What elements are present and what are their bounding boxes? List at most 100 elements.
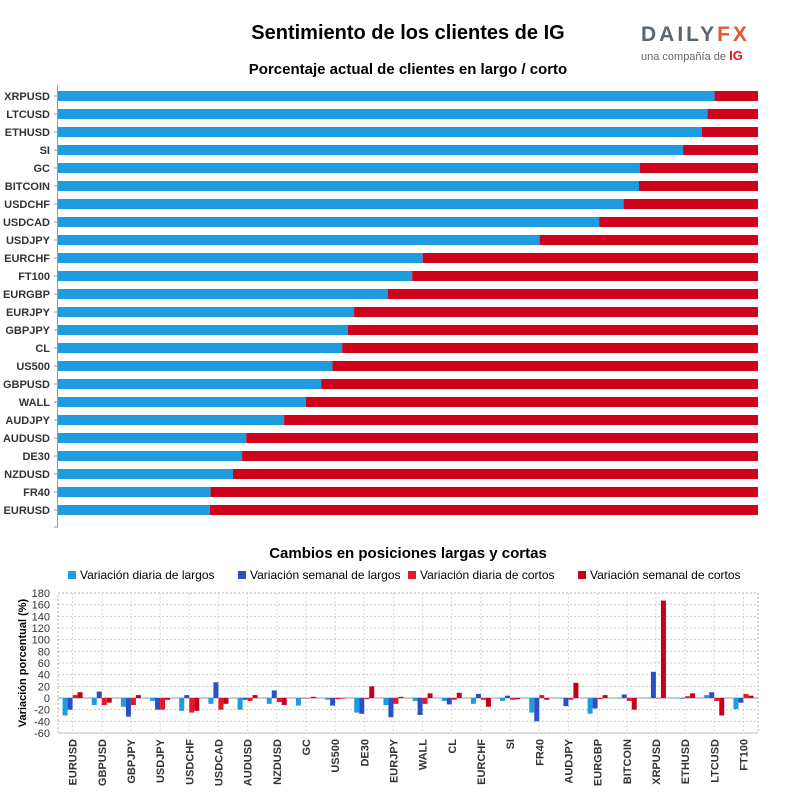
change-bar-usdjpy-s3 — [165, 698, 171, 700]
sentiment-label-us500: US500 — [16, 361, 50, 373]
long-bar-eurgbp — [58, 289, 388, 299]
change-bar-wall-s0 — [412, 698, 418, 701]
change-bar-eurusd-s3 — [77, 692, 83, 698]
sentiment-label-si: SI — [40, 145, 50, 157]
long-bar-fr40 — [58, 487, 211, 497]
changes-label-de30: DE30 — [359, 739, 371, 767]
short-bar-gbpjpy — [347, 325, 758, 335]
change-bar-bitcoin-s2 — [626, 698, 632, 701]
ig-brand-mark: IG — [729, 48, 743, 63]
sentiment-label-audjpy: AUDJPY — [5, 415, 50, 427]
changes-label-nzdusd: NZDUSD — [272, 739, 284, 785]
change-bar-ltcusd-s3 — [719, 698, 725, 716]
sentiment-label-nzdusd: NZDUSD — [4, 469, 50, 481]
long-bar-ltcusd — [58, 109, 708, 119]
legend-item: Variación semanal de cortos — [578, 568, 741, 582]
logo-tagline-text: una compañía de — [641, 51, 727, 63]
change-bar-audjpy-s3 — [573, 682, 579, 698]
change-bar-cl-s1 — [446, 698, 452, 705]
changes-label-eurusd: EURUSD — [68, 739, 80, 786]
legend-swatch — [408, 571, 416, 579]
change-bar-eurjpy-s1 — [388, 698, 394, 718]
change-bar-us500-s3 — [340, 698, 346, 699]
sentiment-label-ethusd: ETHUSD — [5, 127, 50, 139]
change-bar-audusd-s3 — [252, 695, 258, 698]
short-bar-ltcusd — [707, 109, 758, 119]
change-bar-ethusd-s2 — [685, 696, 691, 698]
change-bar-audusd-s2 — [247, 698, 253, 701]
change-bar-bitcoin-s0 — [616, 698, 622, 699]
changes-label-gbpjpy: GBPJPY — [126, 738, 138, 783]
change-bar-eurjpy-s0 — [383, 698, 389, 705]
changes-label-eurjpy: EURJPY — [388, 738, 400, 783]
short-bar-si — [683, 145, 758, 155]
sentiment-label-audusd: AUDUSD — [3, 433, 50, 445]
y-tick-label: 40 — [38, 670, 50, 682]
y-tick-label: 140 — [32, 611, 50, 623]
legend-item: Variación diaria de largos — [68, 568, 215, 582]
change-bar-eurgbp-s2 — [597, 698, 603, 700]
change-bar-ft100-s2 — [743, 693, 749, 698]
long-bar-eurchf — [58, 253, 423, 263]
logo-wordmark-daily: DAILY — [641, 23, 718, 46]
change-bar-bitcoin-s1 — [621, 694, 627, 698]
change-bar-gbpusd-s1 — [96, 691, 102, 698]
sentiment-label-eurchf: EURCHF — [4, 253, 50, 265]
sentiment-label-usdchf: USDCHF — [4, 199, 50, 211]
logo-tagline: una compañía de IG — [641, 48, 751, 63]
short-bar-ethusd — [702, 127, 758, 137]
change-bar-de30-s1 — [359, 698, 365, 714]
sentiment-label-xrpusd: XRPUSD — [4, 91, 50, 103]
short-bar-fr40 — [210, 487, 759, 497]
change-bar-cl-s0 — [441, 698, 447, 701]
changes-label-usdcad: USDCAD — [213, 739, 225, 786]
change-bar-ft100-s0 — [733, 698, 739, 710]
short-bar-cl — [342, 343, 758, 353]
short-bar-audjpy — [284, 415, 758, 425]
change-bar-de30-s0 — [354, 698, 360, 713]
long-bar-si — [58, 145, 684, 155]
changes-label-fr40: FR40 — [534, 739, 546, 766]
change-bar-de30-s2 — [364, 698, 370, 700]
change-bar-audusd-s0 — [237, 698, 243, 710]
change-bar-ltcusd-s0 — [704, 695, 710, 698]
change-bar-eurchf-s3 — [485, 698, 491, 707]
change-bar-usdchf-s3 — [194, 698, 200, 711]
y-tick-label: 0 — [44, 693, 50, 705]
sentiment-label-ft100: FT100 — [18, 271, 50, 283]
change-bar-ft100-s3 — [748, 695, 754, 698]
change-bar-gbpjpy-s2 — [130, 698, 136, 705]
changes-label-usdjpy: USDJPY — [155, 738, 167, 783]
change-bar-wall-s3 — [427, 693, 433, 698]
long-bar-usdjpy — [58, 235, 540, 245]
change-bar-usdjpy-s2 — [160, 698, 166, 710]
sentiment-label-ltcusd: LTCUSD — [6, 109, 50, 121]
legend-swatch — [68, 571, 76, 579]
long-bar-gbpjpy — [58, 325, 348, 335]
change-bar-gbpjpy-s1 — [125, 698, 131, 717]
long-bar-usdcad — [58, 217, 600, 227]
short-bar-bitcoin — [639, 181, 758, 191]
change-bar-gbpusd-s0 — [91, 698, 97, 705]
change-bar-si-s0 — [500, 698, 506, 701]
changes-label-xrpusd: XRPUSD — [651, 739, 663, 785]
change-bar-eurchf-s1 — [475, 693, 481, 698]
long-bar-wall — [58, 397, 306, 407]
change-bar-ft100-s1 — [738, 698, 744, 703]
changes-label-ft100: FT100 — [738, 739, 750, 771]
short-bar-eurjpy — [354, 307, 758, 317]
legend-label: Variación diaria de largos — [80, 568, 215, 582]
change-bar-cl-s3 — [456, 692, 462, 698]
change-bar-gc-s1 — [300, 698, 306, 699]
changes-label-ltcusd: LTCUSD — [709, 739, 721, 783]
changes-label-bitcoin: BITCOIN — [622, 739, 634, 784]
short-bar-wall — [305, 397, 758, 407]
sentiment-label-wall: WALL — [19, 397, 50, 409]
changes-label-audusd: AUDUSD — [243, 739, 255, 786]
short-bar-gc — [639, 163, 758, 173]
long-bar-gbpusd — [58, 379, 322, 389]
change-bar-audusd-s1 — [242, 698, 248, 700]
change-bar-wall-s2 — [422, 698, 428, 704]
change-bar-nzdusd-s2 — [276, 698, 282, 703]
